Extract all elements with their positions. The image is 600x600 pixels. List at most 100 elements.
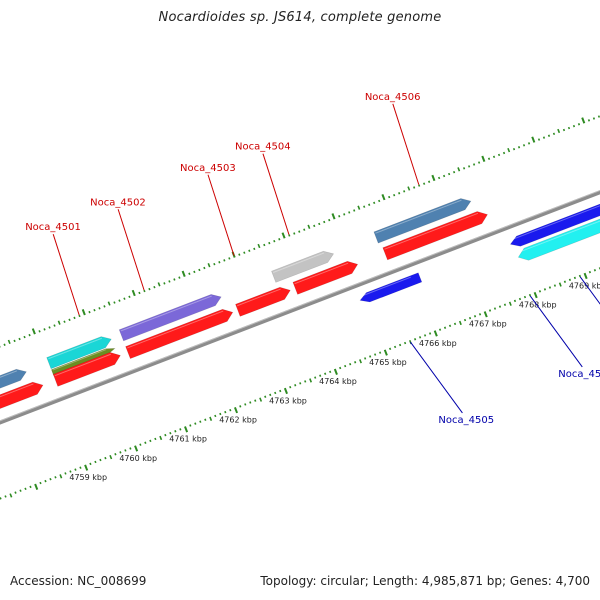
inner-tick	[84, 464, 89, 471]
kbp-label: 4767 kbp	[469, 320, 507, 329]
gene-feature-shine	[0, 383, 34, 398]
outer-tick	[23, 335, 26, 339]
gene-feature-shine	[48, 337, 102, 360]
outer-tick	[318, 222, 321, 226]
outer-tick	[128, 295, 131, 299]
kbp-label: 4760 kbp	[119, 454, 157, 463]
outer-tick	[477, 161, 481, 164]
outer-tick	[181, 270, 186, 277]
inner-tick	[14, 491, 17, 494]
kbp-scale-labels: 4759 kbp 4760 kbp 4761 kbp 4762 kbp 4763 kbp…	[69, 281, 600, 482]
outer-tick	[143, 289, 146, 293]
inner-tick	[468, 316, 472, 320]
outer-tick	[228, 257, 231, 260]
inner-tick	[219, 412, 222, 416]
inner-tick	[259, 397, 263, 402]
kbp-label: 4764 kbp	[319, 377, 357, 386]
inner-tick	[399, 343, 402, 347]
gene-label-leader	[207, 174, 235, 256]
outer-tick	[552, 132, 556, 136]
inner-tick	[374, 353, 377, 356]
map-title: Nocardioides sp. JS614, complete genome	[158, 10, 442, 25]
gene-label-leader	[392, 103, 420, 185]
outer-tick	[517, 146, 521, 149]
outer-tick	[281, 232, 286, 239]
inner-tick	[538, 290, 542, 293]
inner-tick	[179, 428, 182, 431]
gene-feature-17	[517, 218, 600, 261]
outer-tick	[592, 117, 596, 120]
outer-tick	[398, 192, 401, 195]
inner-tick	[438, 328, 442, 331]
inner-tick-ring	[0, 267, 600, 500]
outer-tick	[307, 224, 311, 229]
gene-label: Noca_4504	[235, 142, 291, 153]
outer-tick	[298, 230, 301, 233]
outer-tick	[273, 239, 276, 243]
inner-tick	[283, 387, 288, 395]
gene-feature-1	[0, 368, 27, 389]
outer-tick	[243, 251, 246, 254]
outer-tick	[257, 243, 261, 249]
inner-tick	[563, 280, 567, 283]
inner-tick	[458, 320, 462, 326]
gene-feature-shine	[52, 349, 107, 371]
inner-tick	[478, 313, 482, 316]
outer-tick	[531, 136, 536, 143]
inner-tick	[249, 401, 252, 404]
gene-feature-shine	[120, 295, 212, 332]
inner-tick	[379, 351, 382, 354]
inner-tick	[344, 364, 347, 368]
outer-tick	[88, 310, 91, 314]
outer-tick	[63, 320, 66, 323]
outer-tick	[381, 193, 386, 201]
outer-tick	[457, 167, 461, 172]
inner-tick	[503, 303, 507, 306]
inner-tick	[413, 338, 417, 341]
outer-tick	[107, 301, 111, 306]
inner-tick	[294, 384, 297, 387]
outer-tick	[587, 119, 591, 122]
outer-tick	[572, 124, 576, 128]
outer-tick	[388, 195, 391, 199]
inner-tick	[513, 299, 517, 303]
gene-feature-shine	[509, 205, 600, 241]
outer-tick	[53, 324, 56, 327]
gene-feature-14	[509, 203, 600, 247]
outer-tick	[78, 314, 81, 318]
outer-tick	[293, 232, 296, 235]
outer-tick	[163, 282, 166, 285]
inner-tick	[189, 424, 192, 427]
outer-tick	[407, 186, 411, 191]
inner-tick	[448, 324, 452, 328]
inner-tick	[204, 418, 207, 421]
gene-label-leader	[529, 295, 583, 368]
inner-tick	[583, 272, 588, 280]
gene-feature-2	[46, 336, 112, 370]
kbp-label: 4768 kbp	[519, 300, 557, 309]
inner-tick	[354, 361, 357, 364]
outer-tick	[423, 182, 426, 185]
gene-label: Noca_4506	[365, 92, 421, 103]
outer-tick	[527, 142, 531, 145]
inner-tick	[269, 393, 272, 397]
inner-tick	[214, 414, 217, 418]
inner-tick	[139, 443, 142, 446]
outer-tick	[497, 153, 501, 157]
outer-tick	[363, 205, 366, 208]
inner-tick	[164, 433, 167, 437]
inner-tick	[34, 483, 39, 490]
gene-label: Noca_4507	[558, 369, 600, 380]
inner-tick	[553, 284, 557, 287]
inner-tick	[433, 330, 438, 337]
inner-tick	[99, 458, 102, 462]
inner-tick	[369, 355, 372, 358]
outer-tick	[203, 266, 206, 270]
outer-tick	[462, 167, 466, 170]
inner-tick	[109, 454, 113, 460]
outer-tick	[31, 328, 36, 335]
inner-tick	[533, 291, 538, 299]
inner-tick	[199, 420, 202, 423]
inner-tick	[528, 293, 532, 297]
